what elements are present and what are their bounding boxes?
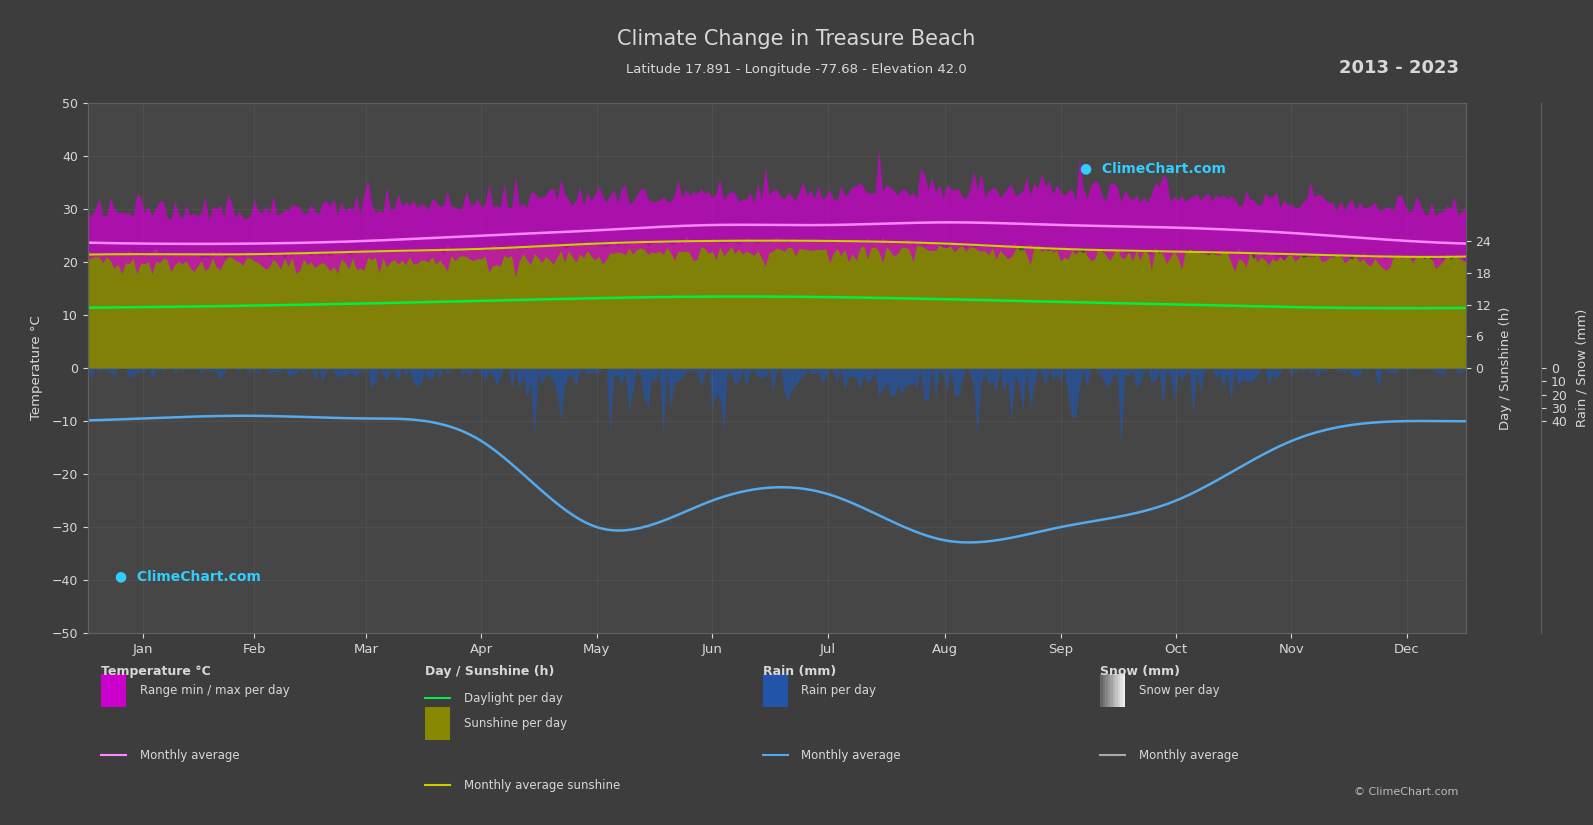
Text: Daylight per day: Daylight per day bbox=[464, 691, 562, 705]
Text: Day / Sunshine (h): Day / Sunshine (h) bbox=[425, 665, 554, 678]
Bar bbox=[1115, 674, 1118, 707]
Bar bbox=[425, 707, 449, 740]
Text: ●  ClimeChart.com: ● ClimeChart.com bbox=[115, 569, 261, 583]
Text: Snow (mm): Snow (mm) bbox=[1101, 665, 1180, 678]
Text: Sunshine per day: Sunshine per day bbox=[464, 717, 567, 730]
Text: ●  ClimeChart.com: ● ClimeChart.com bbox=[1080, 161, 1225, 175]
Text: Monthly average: Monthly average bbox=[140, 749, 239, 761]
Y-axis label: Rain / Snow (mm): Rain / Snow (mm) bbox=[1575, 309, 1588, 427]
Bar bbox=[1114, 674, 1115, 707]
Text: Rain (mm): Rain (mm) bbox=[763, 665, 836, 678]
Text: Monthly average sunshine: Monthly average sunshine bbox=[464, 779, 620, 792]
Bar bbox=[1101, 674, 1102, 707]
Text: 2013 - 2023: 2013 - 2023 bbox=[1340, 59, 1459, 77]
Bar bbox=[1123, 674, 1125, 707]
Bar bbox=[1106, 674, 1107, 707]
Text: Climate Change in Treasure Beach: Climate Change in Treasure Beach bbox=[618, 30, 975, 50]
Bar bbox=[1107, 674, 1110, 707]
Text: Temperature °C: Temperature °C bbox=[102, 665, 212, 678]
Bar bbox=[763, 674, 787, 707]
Text: Monthly average: Monthly average bbox=[801, 749, 902, 761]
Text: Latitude 17.891 - Longitude -77.68 - Elevation 42.0: Latitude 17.891 - Longitude -77.68 - Ele… bbox=[626, 63, 967, 76]
Text: Snow per day: Snow per day bbox=[1139, 684, 1220, 697]
Bar bbox=[1102, 674, 1106, 707]
Bar bbox=[1120, 674, 1123, 707]
Text: Monthly average: Monthly average bbox=[1139, 749, 1239, 761]
Y-axis label: Day / Sunshine (h): Day / Sunshine (h) bbox=[1499, 306, 1512, 430]
Text: Rain per day: Rain per day bbox=[801, 684, 876, 697]
Bar bbox=[1110, 674, 1114, 707]
Bar bbox=[102, 674, 126, 707]
Text: Range min / max per day: Range min / max per day bbox=[140, 684, 290, 697]
Text: © ClimeChart.com: © ClimeChart.com bbox=[1354, 787, 1459, 797]
Y-axis label: Temperature °C: Temperature °C bbox=[30, 316, 43, 421]
Bar bbox=[1118, 674, 1120, 707]
